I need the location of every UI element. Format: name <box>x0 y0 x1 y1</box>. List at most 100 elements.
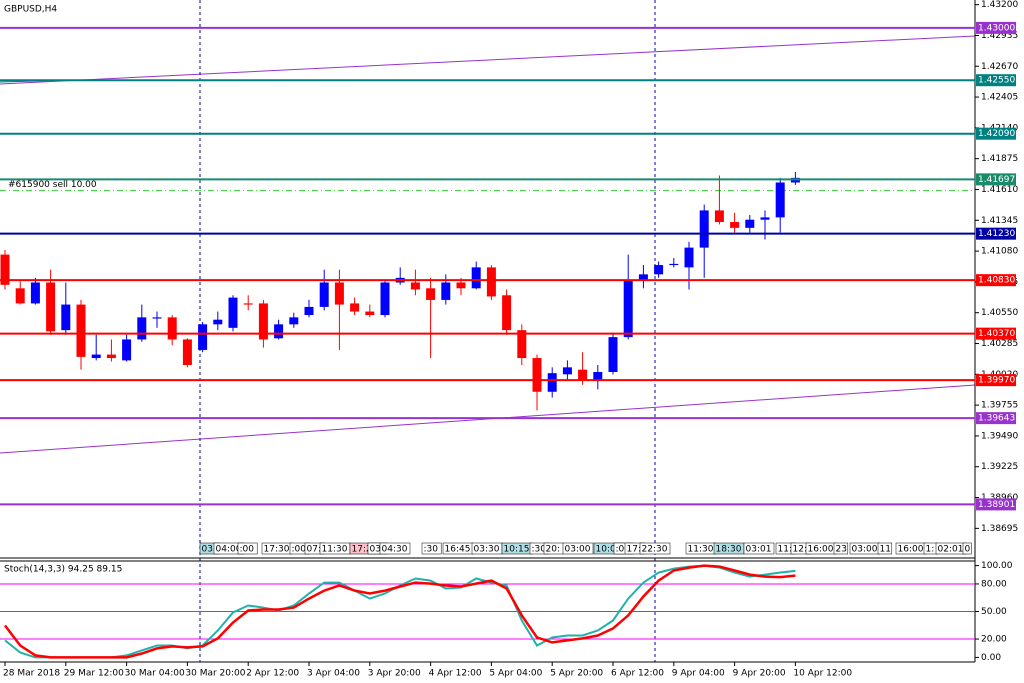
time-tag: 23 <box>836 545 847 555</box>
y-tick-label: 20.00 <box>981 635 1007 645</box>
candle-body <box>745 219 755 228</box>
time-tag: 03: <box>202 545 216 555</box>
time-tag: :30 <box>424 545 439 555</box>
candle-body <box>258 303 268 340</box>
y-tick-label: 1.40550 <box>981 308 1018 318</box>
candle-body <box>30 282 40 304</box>
candle-body <box>730 222 740 228</box>
candle-body <box>562 367 572 375</box>
level-label: 1.43000 <box>978 23 1015 33</box>
time-tag-box <box>962 542 972 555</box>
time-tag: 03:01 <box>746 545 772 555</box>
level-label: 1.40370 <box>978 329 1015 339</box>
level-label-box <box>976 173 1016 186</box>
candle-body <box>669 263 679 266</box>
level-label: 1.39970 <box>978 376 1015 386</box>
y-tick-label: 1.42670 <box>981 62 1018 72</box>
time-tag: :00 <box>616 545 631 555</box>
time-tag: 10:15 <box>504 545 530 555</box>
time-tag-box <box>833 542 849 555</box>
time-tag-box <box>562 542 594 555</box>
x-tick-label: 29 Mar 12:00 <box>64 669 124 679</box>
y-tick-label: 0.00 <box>981 653 1001 663</box>
y-tick-label: 1.39225 <box>981 462 1018 472</box>
x-tick-label: 28 Mar 2018 <box>3 669 60 679</box>
time-tag: 11:30 <box>688 545 714 555</box>
y-tick-label: 1.38695 <box>981 524 1018 534</box>
candle-body <box>654 265 664 275</box>
candle-body <box>137 317 147 340</box>
time-tag: 03: <box>370 545 384 555</box>
time-tag-box <box>639 542 671 555</box>
level-label-box <box>976 127 1016 140</box>
x-tick-label: 30 Mar 04:00 <box>125 669 185 679</box>
y-tick-label: 1.38960 <box>981 493 1018 503</box>
x-tick-label: 2 Apr 12:00 <box>246 669 299 679</box>
y-tick-label: 1.42405 <box>981 93 1018 103</box>
level-label-box <box>976 74 1016 87</box>
y-tick-label: 1.41875 <box>981 154 1018 164</box>
candle-body <box>486 267 496 297</box>
time-tag: 16:00 <box>808 545 834 555</box>
level-label: 1.41697 <box>978 175 1015 185</box>
time-tag: :30 <box>532 545 547 555</box>
candle-body <box>91 354 101 359</box>
x-tick-label: 5 Apr 04:00 <box>489 669 542 679</box>
candle-body <box>274 324 284 339</box>
candle-body <box>350 303 360 312</box>
time-tag: 11:30 <box>322 545 348 555</box>
candle-body <box>684 247 694 268</box>
time-tag: :00 <box>292 545 307 555</box>
candle-body <box>714 210 724 223</box>
level-label-box <box>976 412 1016 425</box>
candle-body <box>426 288 436 300</box>
candle-body <box>243 303 253 305</box>
candle-body <box>471 267 481 289</box>
chart-title: GBPUSD,H4 <box>4 5 57 15</box>
order-label: #615900 sell 10.00 <box>8 180 97 190</box>
indicator-line <box>4 564 796 659</box>
candle-body <box>228 297 238 328</box>
time-tag: 18:30 <box>716 545 742 555</box>
candle-body <box>638 274 648 281</box>
level-label: 1.42550 <box>978 76 1015 86</box>
y-tick-label: 1.43200 <box>981 0 1018 10</box>
y-tick-label: 50.00 <box>981 607 1007 617</box>
candle-body <box>122 339 132 361</box>
time-tag: 16:45 <box>445 545 471 555</box>
time-tag: 20: <box>546 545 560 555</box>
candle-body <box>334 282 344 305</box>
candle-body <box>319 282 329 307</box>
candle-body <box>304 306 314 316</box>
candle-body <box>593 372 603 381</box>
time-tag: 0 <box>965 545 971 555</box>
y-tick-label: 1.39755 <box>981 401 1018 411</box>
time-tag: 11: <box>778 545 792 555</box>
y-tick-label: 1.41610 <box>981 185 1018 195</box>
candle-body <box>699 210 709 248</box>
candle-body <box>0 254 10 285</box>
x-tick-label: 10 Apr 12:00 <box>793 669 852 679</box>
time-tag: 02:01 <box>938 545 964 555</box>
time-tag-box <box>877 542 893 555</box>
level-label: 1.38901 <box>978 500 1015 510</box>
time-tag: 12: <box>793 545 807 555</box>
y-tick-label: 1.39490 <box>981 431 1018 441</box>
time-tag-box <box>421 542 442 555</box>
candle-body <box>167 317 177 340</box>
level-label: 1.39643 <box>978 414 1015 424</box>
y-tick-label: 1.41080 <box>981 247 1018 257</box>
time-tag: 03:00 <box>852 545 878 555</box>
candle-body <box>547 373 557 392</box>
time-tag: :00 <box>240 545 255 555</box>
candle-body <box>61 304 71 331</box>
level-label: 1.40830 <box>978 276 1015 286</box>
time-tag: 10:00 <box>596 545 622 555</box>
time-tag: 07: <box>307 545 321 555</box>
candle-body <box>456 282 466 289</box>
candle-body <box>502 295 512 331</box>
candle-body <box>775 182 785 218</box>
level-label-box <box>976 374 1016 387</box>
